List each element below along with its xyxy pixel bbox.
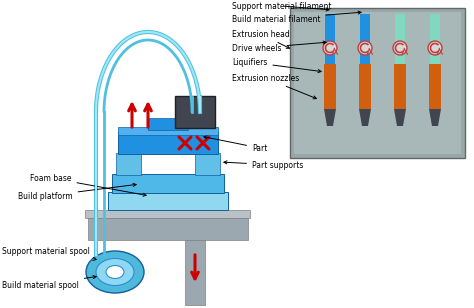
Text: Build material spool: Build material spool (2, 276, 96, 290)
Text: Build material filament: Build material filament (232, 11, 361, 23)
Ellipse shape (86, 251, 144, 293)
FancyBboxPatch shape (195, 153, 220, 175)
FancyBboxPatch shape (85, 210, 250, 218)
FancyBboxPatch shape (148, 118, 188, 130)
Ellipse shape (96, 258, 134, 286)
FancyBboxPatch shape (108, 192, 228, 210)
Text: Extrusion head: Extrusion head (232, 30, 290, 48)
FancyBboxPatch shape (294, 12, 461, 154)
Text: Build platform: Build platform (18, 183, 136, 201)
FancyBboxPatch shape (185, 240, 205, 305)
Text: Drive wheels: Drive wheels (232, 41, 326, 52)
Text: Part: Part (204, 136, 267, 152)
Ellipse shape (323, 41, 337, 55)
FancyBboxPatch shape (360, 14, 370, 64)
Text: Liquifiers: Liquifiers (232, 58, 321, 73)
FancyBboxPatch shape (118, 132, 218, 154)
FancyBboxPatch shape (395, 14, 405, 64)
Polygon shape (394, 109, 406, 126)
Ellipse shape (428, 41, 442, 55)
Polygon shape (359, 109, 371, 126)
Polygon shape (324, 109, 336, 126)
FancyBboxPatch shape (359, 64, 371, 109)
FancyBboxPatch shape (116, 153, 141, 175)
Text: Support material spool: Support material spool (2, 248, 96, 261)
Text: Extrusion nozzles: Extrusion nozzles (232, 74, 317, 99)
FancyBboxPatch shape (118, 127, 218, 135)
FancyBboxPatch shape (325, 14, 335, 64)
Text: Foam base: Foam base (30, 173, 146, 196)
Ellipse shape (393, 41, 407, 55)
Ellipse shape (358, 41, 372, 55)
Polygon shape (429, 109, 441, 126)
FancyBboxPatch shape (324, 64, 336, 109)
FancyBboxPatch shape (429, 64, 441, 109)
FancyBboxPatch shape (175, 96, 215, 128)
Text: Support material filament: Support material filament (232, 2, 331, 11)
FancyBboxPatch shape (88, 218, 248, 240)
FancyBboxPatch shape (430, 14, 440, 64)
FancyBboxPatch shape (394, 64, 406, 109)
Text: Part supports: Part supports (224, 160, 303, 169)
FancyBboxPatch shape (112, 174, 224, 193)
Ellipse shape (106, 265, 124, 278)
FancyBboxPatch shape (290, 8, 465, 158)
